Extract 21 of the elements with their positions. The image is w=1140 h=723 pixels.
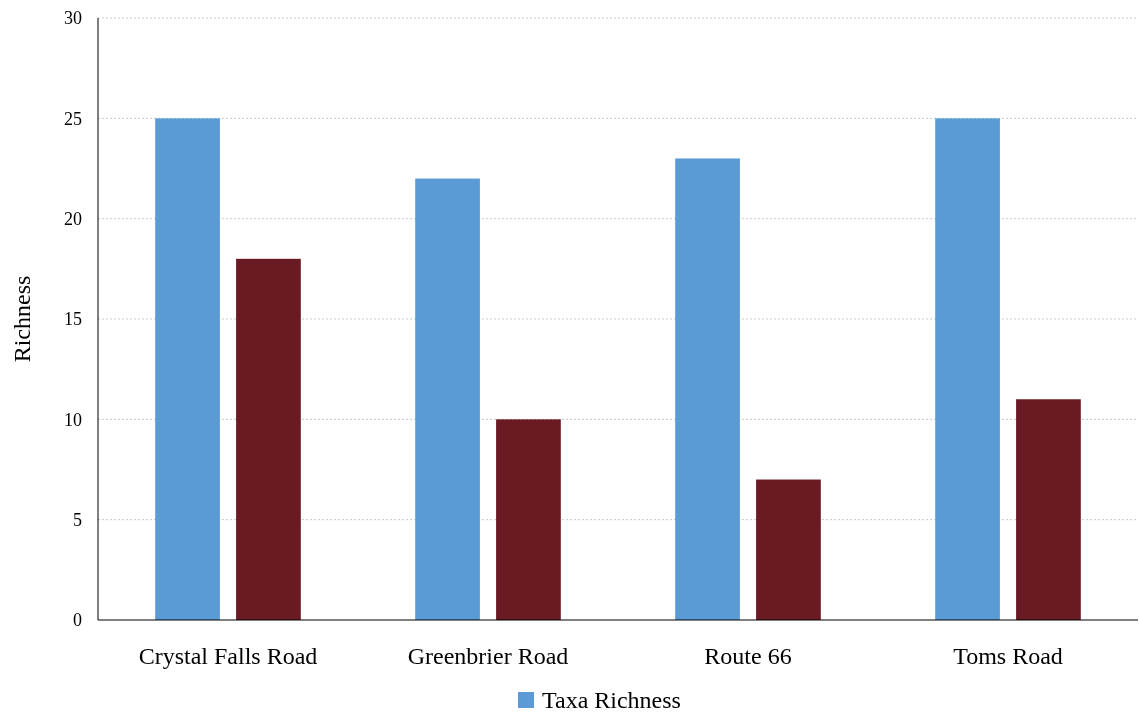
bar <box>1016 399 1081 620</box>
bar <box>155 118 220 620</box>
y-tick-label: 5 <box>73 509 82 530</box>
bar <box>415 178 480 620</box>
x-tick-label: Route 66 <box>704 643 792 669</box>
x-tick-label: Crystal Falls Road <box>138 643 318 669</box>
y-tick-label: 25 <box>64 108 82 129</box>
bar <box>935 118 1000 620</box>
x-tick-label: Toms Road <box>953 643 1063 669</box>
bar <box>496 419 561 620</box>
y-tick-label: 15 <box>64 309 82 330</box>
y-tick-label: 10 <box>64 409 82 430</box>
y-tick-label: 30 <box>64 8 82 29</box>
y-axis-title: Richness <box>9 275 35 363</box>
bar <box>236 258 301 620</box>
bar <box>675 158 740 620</box>
y-tick-label: 0 <box>73 610 82 631</box>
x-tick-label: Greenbrier Road <box>407 643 569 669</box>
bar <box>756 479 821 620</box>
y-tick-label: 20 <box>64 208 82 229</box>
legend-label: Taxa Richness <box>542 687 681 714</box>
